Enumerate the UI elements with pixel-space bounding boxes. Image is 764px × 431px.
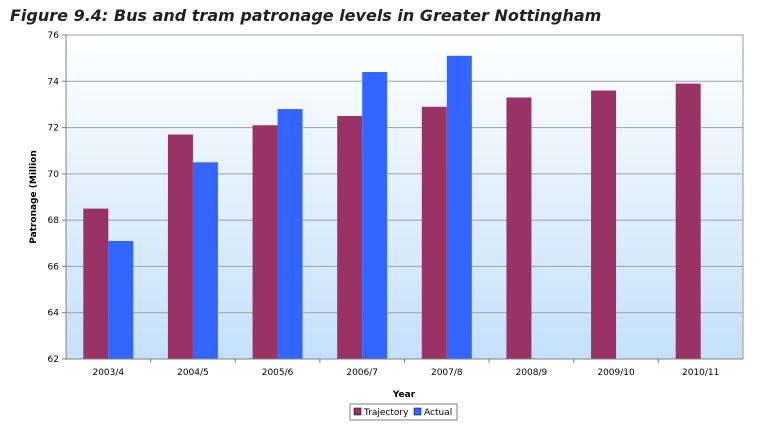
y-tick-label: 70 bbox=[48, 170, 60, 180]
y-tick-label: 62 bbox=[48, 355, 59, 365]
x-tick-label: 2003/4 bbox=[92, 368, 124, 378]
chart-title: Figure 9.4: Bus and tram patronage level… bbox=[10, 6, 602, 25]
x-tick-label: 2006/7 bbox=[346, 368, 378, 378]
bar-trajectory-2006-7 bbox=[337, 116, 363, 359]
legend: Trajectory Actual bbox=[349, 403, 458, 421]
x-tick-label: 2004/5 bbox=[177, 368, 209, 378]
legend-label-actual: Actual bbox=[424, 408, 452, 418]
bar-actual-2005-6 bbox=[277, 109, 303, 359]
x-tick-label: 2010/11 bbox=[682, 368, 719, 378]
x-tick-label: 2007/8 bbox=[431, 368, 463, 378]
bar-actual-2004-5 bbox=[192, 162, 218, 359]
legend-swatch-actual bbox=[413, 407, 422, 416]
bar-trajectory-2010-11 bbox=[675, 83, 701, 359]
x-tick-label: 2008/9 bbox=[516, 368, 548, 378]
bar-trajectory-2004-5 bbox=[167, 134, 193, 359]
bar-actual-2003-4 bbox=[108, 240, 134, 359]
y-tick-label: 76 bbox=[48, 31, 60, 41]
y-tick-label: 64 bbox=[48, 309, 60, 319]
x-tick-label: 2005/6 bbox=[262, 368, 294, 378]
bar-actual-2007-8 bbox=[446, 55, 472, 359]
bars bbox=[83, 55, 701, 360]
bar-trajectory-2003-4 bbox=[83, 208, 109, 359]
y-tick-label: 74 bbox=[48, 77, 60, 87]
plot-area bbox=[65, 34, 744, 360]
y-tick-labels: 62 64 66 68 70 72 74 76 bbox=[48, 31, 66, 365]
legend-label-trajectory: Trajectory bbox=[363, 408, 409, 418]
y-tick-label: 72 bbox=[48, 124, 59, 134]
y-tick-label: 66 bbox=[48, 262, 60, 272]
x-axis-label: Year bbox=[392, 390, 416, 400]
legend-swatch-trajectory bbox=[353, 407, 362, 416]
y-tick-label: 68 bbox=[48, 216, 60, 226]
bar-trajectory-2008-9 bbox=[506, 97, 532, 359]
bar-trajectory-2005-6 bbox=[252, 125, 278, 359]
bar-actual-2006-7 bbox=[362, 72, 388, 360]
y-axis-label: Patronage (Million bbox=[29, 150, 39, 244]
x-tick-label: 2009/10 bbox=[597, 368, 635, 378]
gridlines bbox=[66, 80, 743, 314]
bar-trajectory-2007-8 bbox=[421, 106, 447, 359]
x-tick-labels: 2003/4 2004/5 2005/6 2006/7 2007/8 2008/9 2009… bbox=[92, 359, 719, 378]
bar-trajectory-2009-10 bbox=[591, 90, 617, 360]
legend-box bbox=[349, 403, 458, 421]
